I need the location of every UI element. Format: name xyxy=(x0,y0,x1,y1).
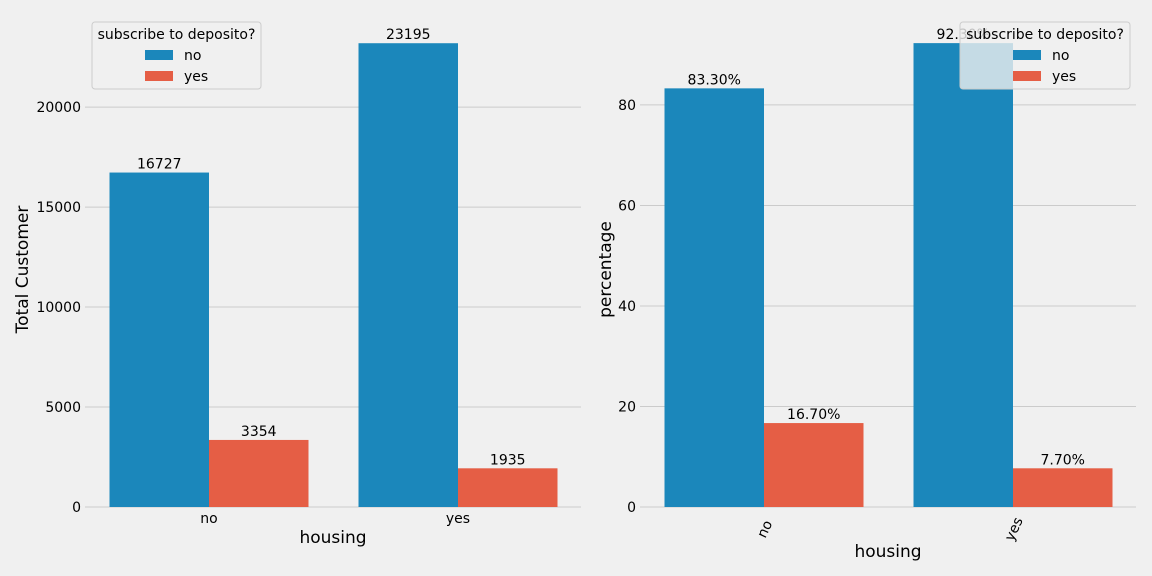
y-tick-label: 0 xyxy=(627,500,636,516)
y-tick-label: 20 xyxy=(618,399,636,415)
x-tick-labels: no yes xyxy=(754,515,1026,544)
bar-value-label: 23195 xyxy=(386,27,431,43)
x-tick-label: no xyxy=(754,518,776,541)
bar-value-label: 7.70% xyxy=(1041,452,1085,468)
y-tick-label: 20000 xyxy=(36,100,81,116)
bar-no-no xyxy=(109,172,209,507)
x-axis-label: housing xyxy=(854,542,921,562)
legend-swatch-no xyxy=(145,50,173,60)
x-tick-label: no xyxy=(200,511,217,527)
y-tick-label: 15000 xyxy=(36,200,81,216)
bars: 16727 3354 23195 1935 xyxy=(109,27,558,507)
legend: subscribe to deposito? no yes xyxy=(959,21,1131,90)
bar-no-yes xyxy=(358,43,458,507)
y-tick-label: 60 xyxy=(618,198,636,214)
y-tick-label: 40 xyxy=(618,299,636,315)
y-tick-label: 0 xyxy=(72,500,81,516)
bar-value-label: 1935 xyxy=(490,452,526,468)
y-tick-label: 10000 xyxy=(36,300,81,316)
bar-value-label: 16.70% xyxy=(787,407,840,423)
x-axis-label: housing xyxy=(299,528,366,548)
bar-yes-no xyxy=(764,423,864,507)
bar-value-label: 83.30% xyxy=(688,72,741,88)
x-tick-label: yes xyxy=(1002,515,1027,544)
bar-yes-no xyxy=(209,439,309,507)
legend-swatch-yes xyxy=(1013,71,1041,81)
legend-frame xyxy=(959,21,1131,90)
legend-label-no: no xyxy=(184,48,201,64)
x-tick-labels: no yes xyxy=(200,511,470,527)
y-tick-label: 5000 xyxy=(45,400,81,416)
bar-no-yes xyxy=(913,43,1013,507)
bar-no-no xyxy=(664,88,764,507)
bars: 83.30%16.70%92.30%7.70% xyxy=(664,27,1113,507)
legend-label-no: no xyxy=(1052,48,1069,64)
x-tick-label: yes xyxy=(446,511,470,527)
legend-label-yes: yes xyxy=(1052,69,1076,85)
legend-title: subscribe to deposito? xyxy=(98,27,256,43)
bar-yes-yes xyxy=(1013,468,1113,507)
legend-title: subscribe to deposito? xyxy=(966,27,1124,43)
y-axis-label: Total Customer xyxy=(13,206,33,335)
y-axis-label: percentage xyxy=(596,221,616,318)
legend-swatch-yes xyxy=(145,71,173,81)
legend-swatch-no xyxy=(1013,50,1041,60)
bar-value-label: 16727 xyxy=(137,157,182,173)
y-gridlines: 0 5000 10000 15000 20000 xyxy=(36,100,581,516)
bar-yes-yes xyxy=(458,468,558,507)
chart-right-percentage: 02040608083.30%16.70%92.30%7.70%noyeshou… xyxy=(596,21,1136,562)
legend: subscribe to deposito? no yes xyxy=(91,21,262,90)
bar-value-label: 3354 xyxy=(241,424,277,440)
legend-frame xyxy=(91,21,262,90)
y-tick-label: 80 xyxy=(618,98,636,114)
chart-left-total-customer: 0 5000 10000 15000 20000 16727 3354 23195 1935 no… xyxy=(13,21,581,548)
legend-label-yes: yes xyxy=(184,69,208,85)
